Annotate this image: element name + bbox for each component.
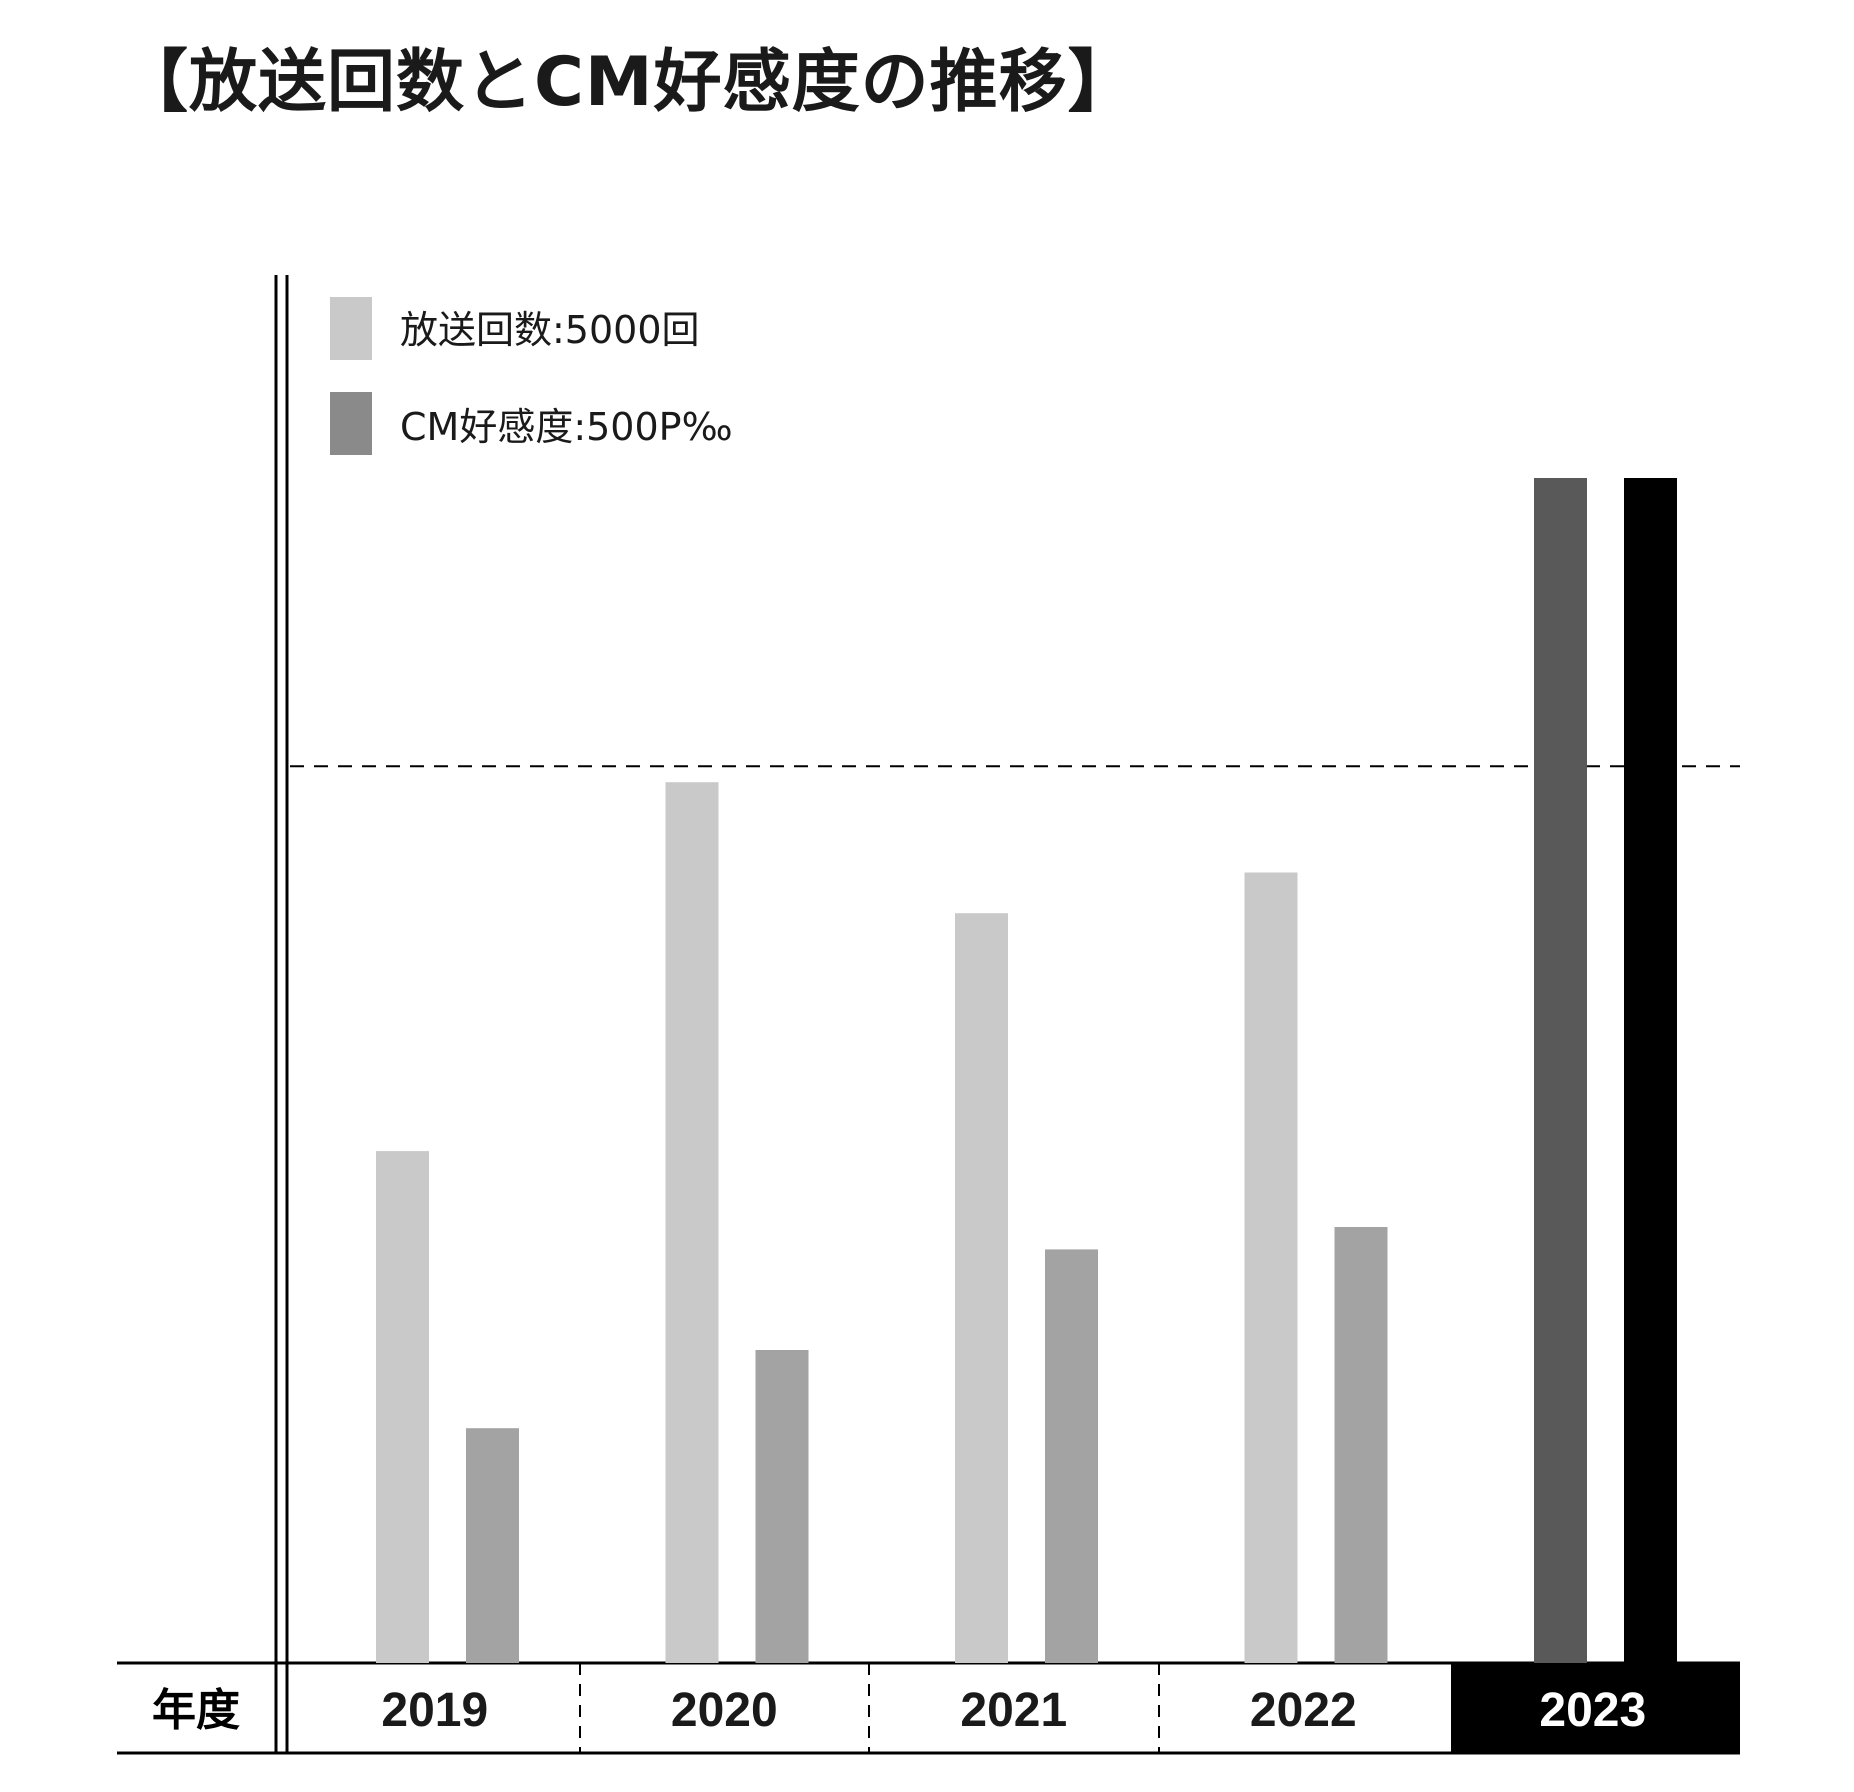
chart-title: 【放送回数とCM好感度の推移】 xyxy=(120,43,1137,122)
bar-broadcasts-2019 xyxy=(376,1151,429,1663)
bar-favorability-2021 xyxy=(1045,1249,1098,1663)
x-axis-row-label: 年度 xyxy=(152,1685,240,1736)
bar-favorability-2019 xyxy=(466,1428,519,1663)
bar-favorability-2020 xyxy=(755,1350,809,1663)
legend-swatch-broadcasts xyxy=(330,297,372,360)
legend-swatch-favorability xyxy=(330,392,372,455)
bar-broadcasts-2022 xyxy=(1244,872,1298,1663)
bar-broadcasts-2021 xyxy=(955,913,1008,1663)
x-tick-label-2019: 2019 xyxy=(381,1684,488,1737)
highlight-cell xyxy=(1451,1663,1740,1753)
bar-broadcasts-2023 xyxy=(1534,478,1587,1663)
bar-favorability-2023 xyxy=(1624,478,1677,1663)
legend-label-favorability: CM好感度:500P‰ xyxy=(400,405,733,449)
x-tick-label-2021: 2021 xyxy=(960,1684,1067,1737)
legend-label-broadcasts: 放送回数:5000回 xyxy=(400,308,700,352)
x-tick-label-2020: 2020 xyxy=(671,1684,778,1737)
x-tick-label-2022: 2022 xyxy=(1250,1684,1357,1737)
bar-favorability-2022 xyxy=(1334,1227,1388,1663)
x-tick-label-2023: 2023 xyxy=(1539,1684,1646,1737)
bar-broadcasts-2020 xyxy=(665,782,719,1663)
